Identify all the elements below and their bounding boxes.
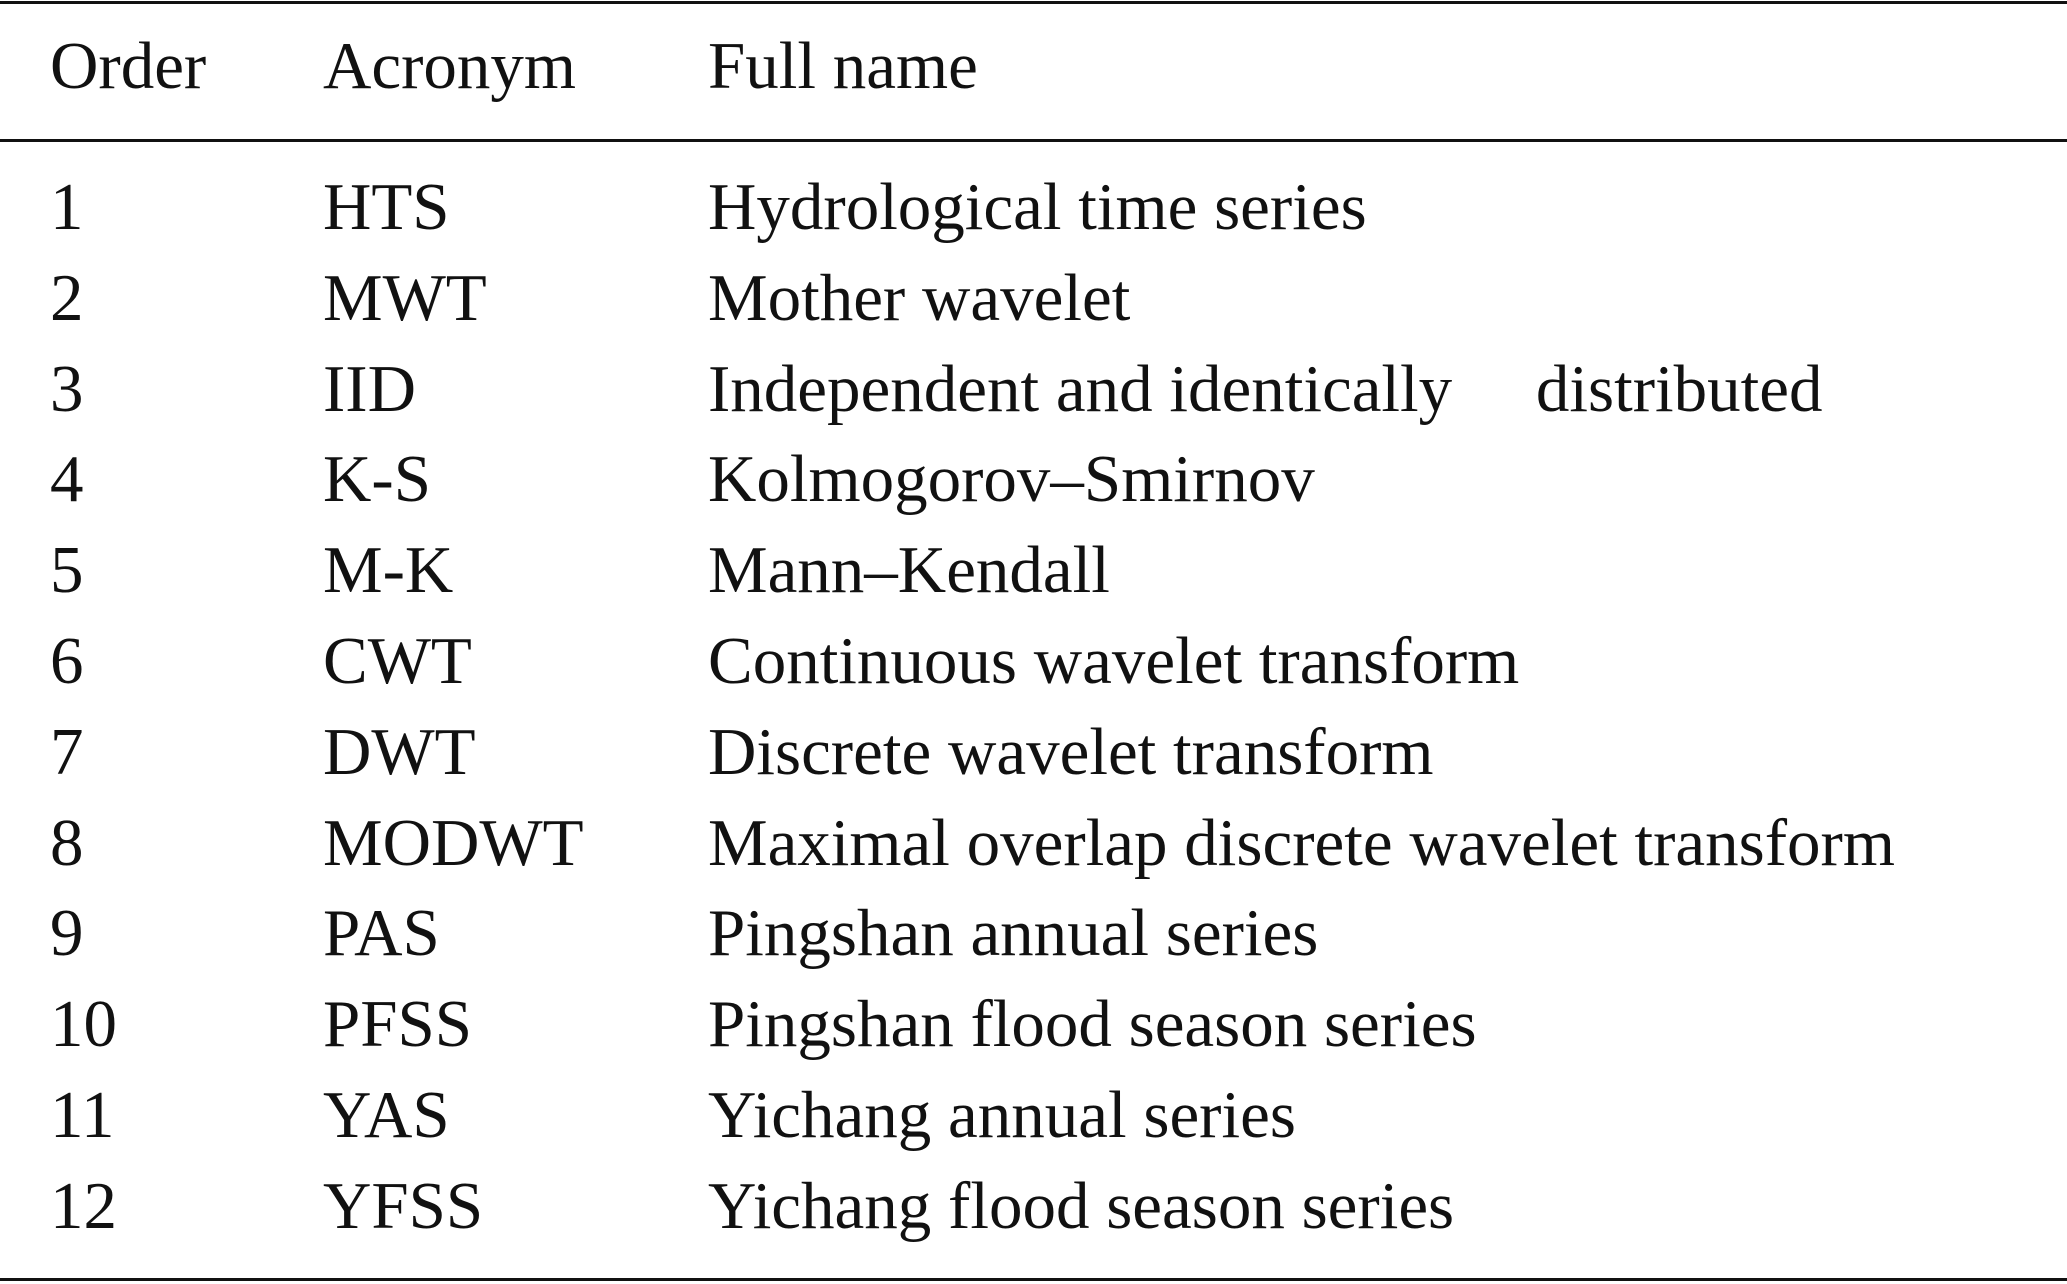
table-cell: 2 bbox=[50, 260, 84, 335]
header-cell: Order bbox=[50, 29, 207, 103]
table-cell: 10 bbox=[50, 987, 117, 1062]
table-cell: 9 bbox=[50, 896, 84, 971]
table-cell: CWT bbox=[323, 624, 472, 698]
table-cell: Mother wavelet bbox=[708, 260, 1131, 335]
table-cell: 8 bbox=[50, 805, 84, 880]
table-cell: 3 bbox=[50, 351, 84, 426]
table-cell: 11 bbox=[50, 1078, 115, 1152]
table-cell: 6 bbox=[50, 624, 84, 698]
table-cell: DWT bbox=[323, 714, 476, 789]
table-cell: Maximal overlap discrete wavelet transfo… bbox=[708, 805, 1895, 880]
table-cell: Kolmogorov–Smirnov bbox=[708, 442, 1315, 517]
header-cell: Full name bbox=[708, 29, 978, 103]
table-cell: HTS bbox=[323, 170, 450, 244]
table-cell: MWT bbox=[323, 260, 487, 335]
table-cell: 1 bbox=[50, 170, 84, 244]
header-rule bbox=[0, 139, 2067, 142]
table-cell: PAS bbox=[323, 896, 440, 971]
table-cell: Yichang annual series bbox=[708, 1078, 1296, 1152]
table-cell: Mann–Kendall bbox=[708, 533, 1110, 608]
table-cell: 5 bbox=[50, 533, 84, 608]
table-cell: Discrete wavelet transform bbox=[708, 714, 1434, 789]
header-cell: Acronym bbox=[323, 29, 577, 103]
bottom-rule bbox=[0, 1278, 2067, 1281]
table-cell: M-K bbox=[323, 533, 454, 608]
table-cell: Yichang flood season series bbox=[708, 1168, 1455, 1243]
table-cell: Pingshan annual series bbox=[708, 896, 1319, 971]
table-cell: Hydrological time series bbox=[708, 170, 1367, 244]
table-cell: MODWT bbox=[323, 805, 584, 880]
table-cell: Independent and identically distributed bbox=[708, 351, 1823, 426]
table-cell: K-S bbox=[323, 442, 431, 517]
table-cell: 4 bbox=[50, 442, 84, 517]
table-cell: YAS bbox=[323, 1078, 450, 1152]
table-cell: Pingshan flood season series bbox=[708, 987, 1477, 1062]
table-cell: 12 bbox=[50, 1168, 117, 1243]
top-rule bbox=[0, 1, 2067, 4]
table-cell: 7 bbox=[50, 714, 84, 789]
table-cell: PFSS bbox=[323, 987, 473, 1062]
table-cell: IID bbox=[323, 351, 417, 426]
table-cell: YFSS bbox=[323, 1168, 484, 1243]
table-cell: Continuous wavelet transform bbox=[708, 624, 1520, 698]
